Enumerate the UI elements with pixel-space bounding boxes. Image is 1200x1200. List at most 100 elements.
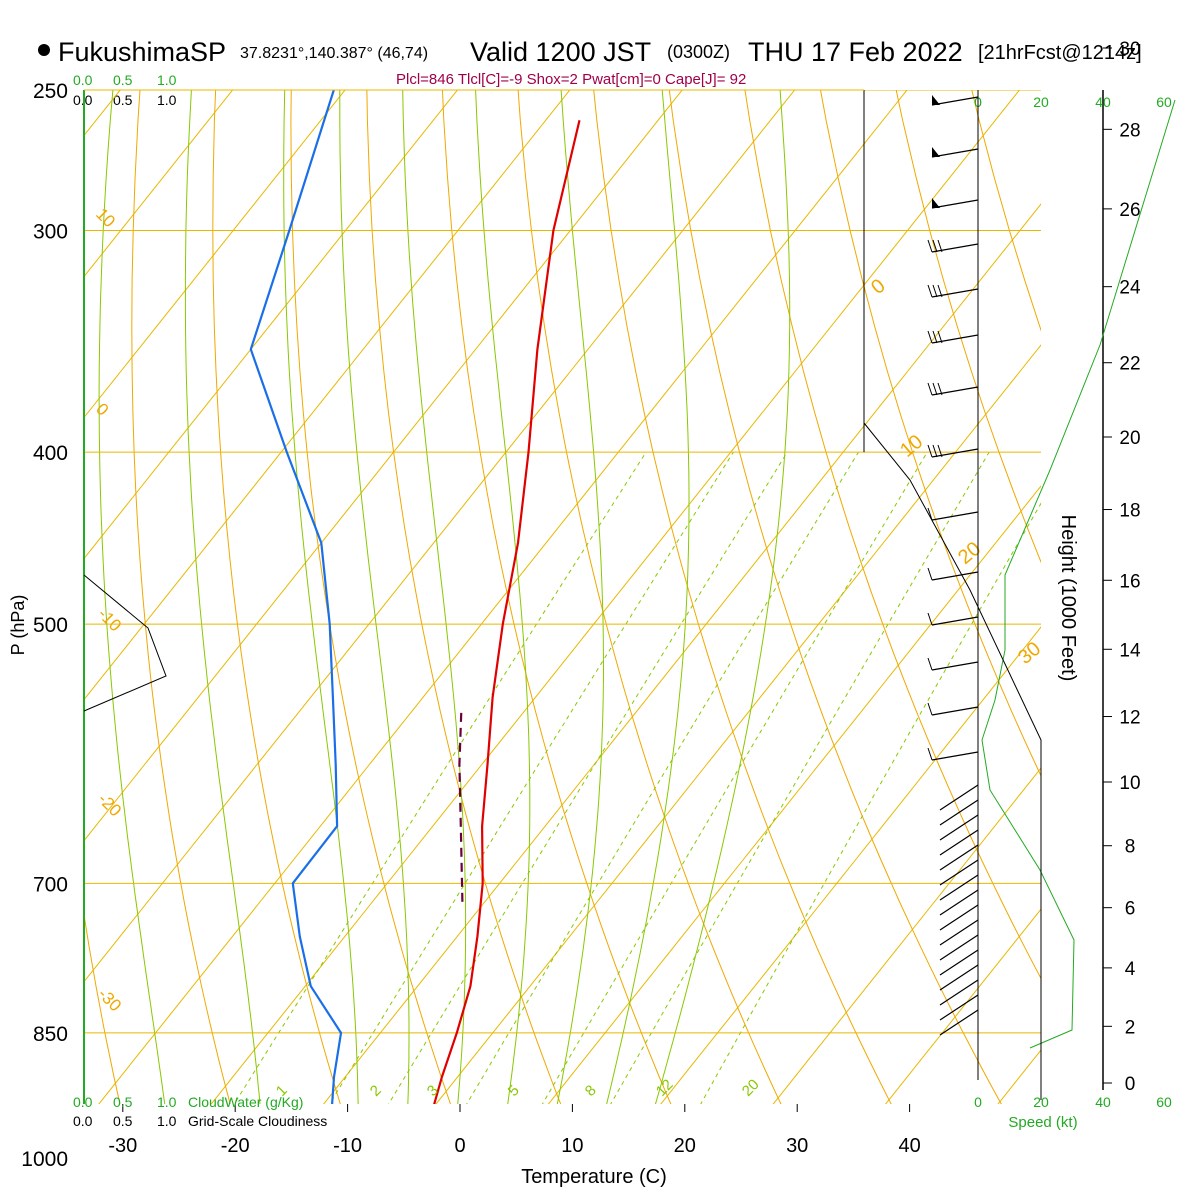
wind-barb [939, 934, 979, 961]
cloud-scale-bottom-1: 1.0 [157, 1094, 177, 1110]
height-tick-label: 16 [1119, 571, 1140, 592]
mixing-ratio-line [541, 451, 928, 1104]
wind-barb-feather [932, 330, 938, 344]
mixing-ratio-label: 2 [367, 1082, 385, 1100]
temperature-tick-label: -30 [108, 1135, 137, 1157]
temperature-tick-label: -10 [333, 1135, 362, 1157]
wind-barb [931, 386, 979, 396]
cloudiness-bottom-1: 1.0 [157, 1113, 177, 1129]
isotherm-line [772, 767, 1041, 1104]
cloud-scale-bottom: 0.0 0.5 1.0 CloudWater (g/Kg) 0.0 0.5 1.… [73, 1094, 327, 1129]
wind-barb [939, 994, 979, 1021]
speed-tick-label: 20 [1033, 1094, 1049, 1110]
isotherm-line [660, 626, 1041, 1104]
wind-barb [939, 919, 979, 946]
valid-date: THU 17 Feb 2022 [748, 37, 963, 67]
speed-tick-label: 40 [1095, 1094, 1111, 1110]
cloudiness-scale-top-0: 0.0 [73, 92, 93, 108]
cloud-water-label: CloudWater (g/Kg) [188, 1094, 303, 1110]
temperature-tick-label: 0 [454, 1135, 465, 1157]
wind-barb-feather [932, 444, 938, 458]
wind-barb-pennant [932, 95, 940, 105]
mixing-ratio-line [328, 451, 734, 1104]
wind-barb-feather [927, 330, 933, 344]
freezing-level-line [83, 574, 167, 712]
temperature-tick-label: 10 [561, 1135, 583, 1157]
moist-adiabat-line [184, 90, 261, 1104]
wind-barb [931, 751, 979, 761]
mixing-ratio-line [466, 451, 859, 1104]
forecast-tag: [21hrFcst@1214z] [978, 42, 1142, 64]
wind-barb-feather [927, 382, 933, 396]
wind-barb [939, 874, 979, 901]
dry-adiabat-line [517, 90, 782, 1104]
isotherm-line [84, 90, 796, 983]
height-tick-label: 2 [1125, 1017, 1136, 1038]
wind-barb [939, 829, 979, 856]
height-tick-label: 12 [1119, 708, 1140, 729]
height-tick-label: 4 [1125, 959, 1136, 980]
station-coords: 37.8231°,140.387° (46,74) [240, 45, 428, 62]
dewpoint-line [249, 90, 343, 1104]
station-dot [38, 44, 50, 56]
wind-barb-pennant [932, 147, 940, 157]
wind-barb-feather [937, 444, 943, 458]
cloudiness-scale-top-1: 1.0 [157, 92, 177, 108]
dry-adiabat-line [290, 90, 451, 1104]
wind-barb [939, 799, 979, 826]
wind-barb-feather [932, 239, 938, 253]
wind-barb-feather [927, 612, 933, 626]
dry-adiabat-line [441, 90, 672, 1104]
wind-barb-feather [927, 507, 933, 521]
station-name: FukushimaSP [58, 37, 226, 67]
isotherm-line [435, 344, 1041, 1104]
height-tick-label: 20 [1119, 428, 1140, 449]
height-tick-label: 10 [1119, 773, 1140, 794]
moist-adiabat-line [283, 90, 359, 1104]
wind-barb [931, 706, 979, 716]
temperature-tick-label: 40 [898, 1135, 920, 1157]
dry-adiabat-line [84, 911, 121, 1104]
pressure-tick-label: 500 [33, 614, 68, 637]
height-tick-label: 14 [1119, 640, 1141, 661]
dry-adiabat-line [593, 90, 892, 1104]
speed-tick-label: 40 [1095, 94, 1111, 110]
pressure-tick-label: 700 [33, 873, 68, 896]
dry-adiabat-label: 30 [1014, 638, 1045, 669]
mixing-ratio-line [388, 451, 788, 1104]
wind-barb [939, 949, 979, 976]
dry-adiabat-label: 0 [867, 275, 890, 299]
wind-barb [931, 511, 979, 521]
wind-barb-pennant [932, 198, 940, 208]
speed-tick-label: 60 [1156, 94, 1172, 110]
wind-barb [939, 784, 979, 811]
height-tick-label: 22 [1119, 354, 1140, 375]
height-tick-label: 6 [1125, 899, 1136, 920]
isotherm-line [210, 90, 1021, 1104]
cloud-scale-bottom-0: 0.0 [73, 1094, 93, 1110]
dry-adiabat-line [212, 90, 341, 1104]
wind-barb [939, 979, 979, 1006]
wind-barb [931, 616, 979, 626]
pressure-tick-label: 250 [33, 80, 68, 103]
mixing-ratio-label: 8 [582, 1082, 600, 1100]
isotherm-line [323, 203, 1041, 1104]
dry-adiabat-line [971, 90, 1041, 332]
moist-adiabat-line [339, 90, 410, 1104]
mixing-ratio-label: 5 [505, 1082, 523, 1100]
moist-adiabat-line [475, 90, 531, 1104]
wind-barb [931, 334, 979, 344]
wind-barb-feather [927, 702, 933, 716]
wind-barb [939, 964, 979, 991]
cloud-scale-top: 0.0 0.5 1.0 0.0 0.5 1.0 [73, 72, 177, 108]
mixing-ratio-line [233, 451, 647, 1104]
speed-axis-label: Speed (kt) [1008, 1114, 1077, 1131]
wind-barb [931, 571, 979, 581]
temperature-line [433, 119, 581, 1104]
wind-barb [939, 814, 979, 841]
isotherm-line [98, 90, 908, 1104]
cloudiness-bottom-0: 0.0 [73, 1113, 93, 1129]
dry-adiabat-line [820, 90, 1041, 777]
height-tick-label: 26 [1119, 200, 1140, 221]
